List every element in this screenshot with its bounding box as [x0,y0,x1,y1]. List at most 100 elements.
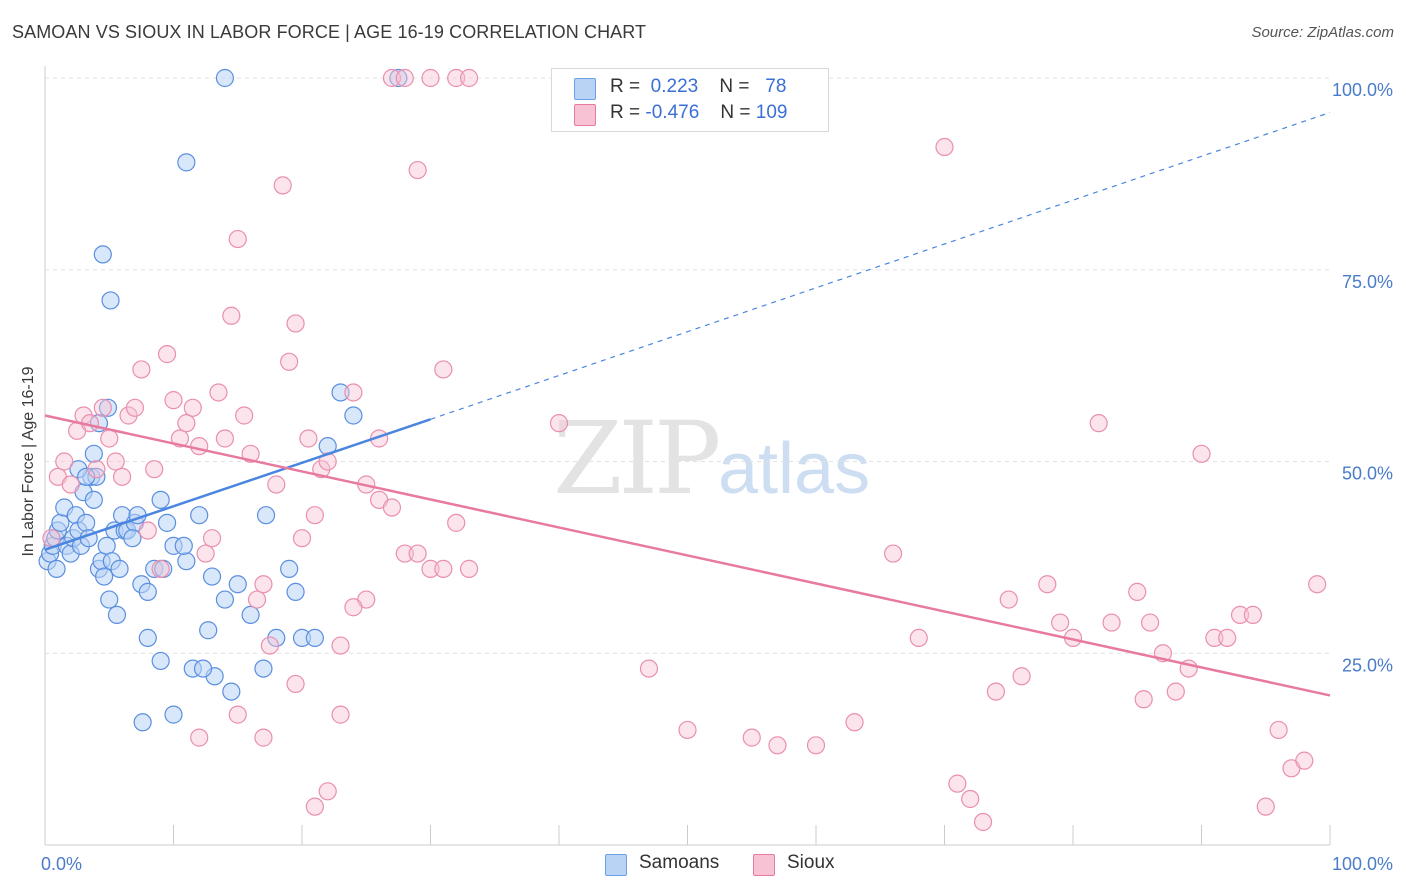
point-sioux [909,628,928,648]
point-samoans [190,506,209,525]
point-samoans [133,713,152,732]
point-sioux [202,529,222,548]
point-samoans [138,582,157,601]
point-samoans [47,559,66,578]
point-samoans [107,605,127,625]
point-sioux [55,452,74,471]
legend-r-value-sioux: -0.476 [645,102,700,123]
point-samoans [389,68,408,88]
legend-n-value-sioux: 109 [755,102,788,123]
point-sioux [1051,613,1070,632]
point-samoans [123,529,142,548]
legend-swatch-samoans [574,78,596,100]
point-sioux [549,414,569,433]
trendline-samoans [44,418,431,551]
point-sioux [138,521,157,540]
bottom-legend-swatch-samoans [605,854,627,876]
point-sioux [1256,797,1275,816]
y-tick-label: 75.0% [1342,272,1393,292]
point-sioux [447,513,466,532]
y-tick-label: 50.0% [1342,464,1393,484]
point-sioux [395,544,414,563]
point-sioux [1269,720,1288,740]
point-sioux [209,383,228,402]
point-samoans [280,559,299,578]
point-sioux [331,636,350,655]
y-axis-label: In Labor Force | Age 16-19 [20,366,37,556]
point-samoans [157,513,177,532]
point-sioux [247,590,267,609]
y-tick-label: 100.0% [1332,80,1393,100]
point-sioux [1038,575,1057,594]
bottom-legend-swatch-sioux [753,854,775,876]
point-sioux [331,705,350,724]
point-sioux [1192,444,1211,463]
point-samoans [101,291,120,310]
point-sioux [254,728,273,747]
point-samoans [100,590,119,609]
trendline-sioux [44,414,1331,697]
legend-n-label: N = [719,76,750,97]
point-sioux [421,559,440,578]
point-sioux [768,736,787,755]
point-sioux [190,437,209,456]
point-sioux [447,68,466,88]
point-sioux [177,414,196,433]
y-tick-label: 25.0% [1342,655,1393,675]
point-sioux [87,460,106,479]
point-samoans [93,245,112,264]
point-sioux [1140,613,1160,632]
point-sioux [459,559,479,578]
point-samoans [305,628,324,648]
bottom-legend-label-sioux: Sioux [787,852,835,873]
source-credit: Source: ZipAtlas.com [1251,24,1394,41]
legend-r-label: R = [610,102,641,123]
point-sioux [228,705,247,724]
point-sioux [280,352,299,371]
point-samoans [151,651,170,671]
point-sioux [151,559,170,578]
point-sioux [1230,605,1250,625]
point-samoans [151,490,170,509]
point-samoans [98,398,118,417]
bottom-legend-label-samoans: Samoans [639,852,720,873]
point-samoans [174,536,193,555]
watermark-atlas: atlas [718,429,871,509]
legend-swatch-sioux [574,104,596,126]
point-sioux [292,529,312,548]
point-sioux [222,306,241,325]
point-samoans [254,659,273,678]
point-sioux [1012,667,1031,686]
point-sioux [305,797,324,816]
point-sioux [1102,613,1121,632]
point-samoans [344,406,363,425]
point-sioux [93,398,112,417]
point-samoans [84,490,103,509]
point-samoans [331,383,350,402]
legend-r-value-samoans: 0.223 [650,76,699,97]
point-sioux [806,736,826,755]
legend-n-value-samoans: 78 [765,76,787,97]
point-sioux [961,789,980,809]
point-sioux [267,475,286,494]
legend: R = 0.223 N = 78 R = -0.476 N = 109 [551,68,829,132]
point-sioux [260,636,279,655]
x-tick-label: 0.0% [41,854,82,874]
point-sioux [742,728,761,747]
point-sioux [299,429,318,448]
point-sioux [678,720,697,740]
point-samoans [95,567,114,586]
point-sioux [157,345,177,364]
x-tick-label: 100.0% [1332,854,1393,874]
point-sioux [318,782,337,801]
point-samoans [177,552,196,571]
point-sioux [935,137,954,157]
point-sioux [112,467,132,486]
point-sioux [408,544,427,563]
point-samoans [222,682,241,701]
point-sioux [999,590,1018,609]
point-samoans [202,567,222,586]
point-sioux [973,812,993,832]
point-sioux [434,360,453,379]
